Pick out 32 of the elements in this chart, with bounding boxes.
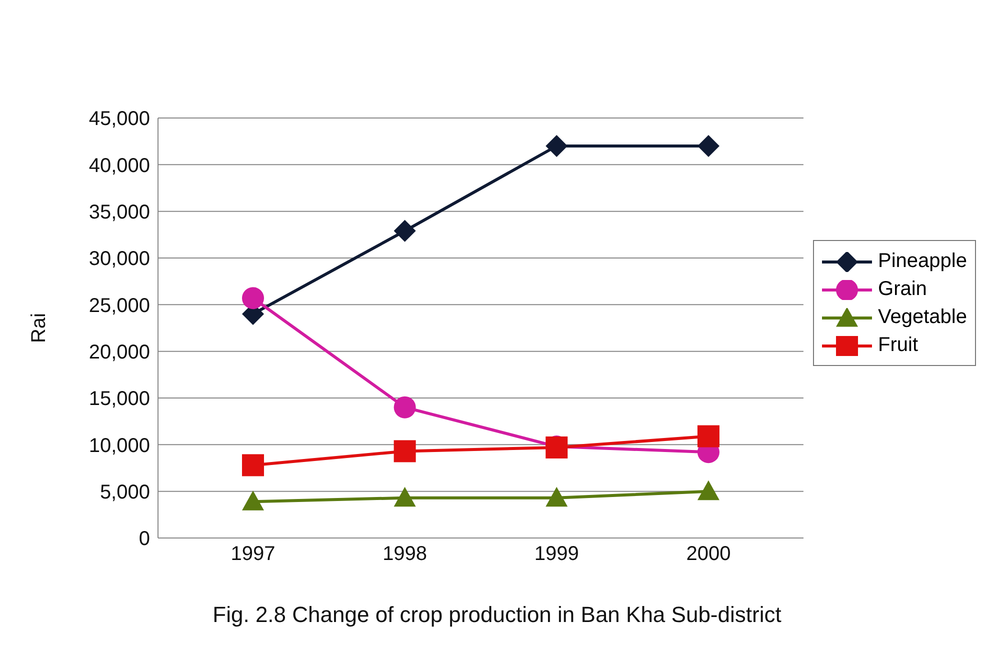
point: [546, 135, 568, 157]
point: [394, 396, 416, 418]
point: [242, 454, 264, 476]
x-tick-label: 1999: [534, 543, 579, 566]
y-tick-label: 45,000: [88, 108, 150, 130]
point: [242, 490, 264, 510]
y-tick-label: 35,000: [88, 201, 150, 224]
y-tick-label: 20,000: [88, 341, 150, 364]
x-tick-label: 1997: [230, 543, 276, 566]
point: [697, 135, 720, 157]
point: [697, 480, 720, 500]
y-tick-label: 15,000: [88, 388, 150, 410]
legend-label: Fruit: [877, 333, 920, 358]
legend-label: Vegetable: [877, 305, 967, 330]
point: [697, 425, 720, 448]
x-tick-label: 2000: [686, 543, 731, 566]
point: [394, 440, 416, 462]
y-tick-label: 10,000: [88, 434, 150, 457]
text: Fig. 2.8 Change of crop production in Ban Kha Sub-district: [212, 602, 782, 628]
legend-label: Pineapple: [877, 249, 967, 274]
y-tick-label: 30,000: [88, 248, 150, 270]
y-tick-label: 25,000: [88, 294, 150, 317]
point: [394, 220, 416, 242]
y-tick-label: 40,000: [88, 154, 150, 177]
legend-label: Grain: [877, 277, 928, 302]
y-axis-title: Rai: [28, 312, 50, 344]
point: [242, 287, 264, 310]
point: [394, 486, 416, 507]
x-tick-label: 1998: [382, 543, 428, 566]
y-tick-label: 0: [138, 528, 150, 550]
y-tick-label: 5,000: [100, 481, 150, 504]
point: [546, 486, 568, 507]
